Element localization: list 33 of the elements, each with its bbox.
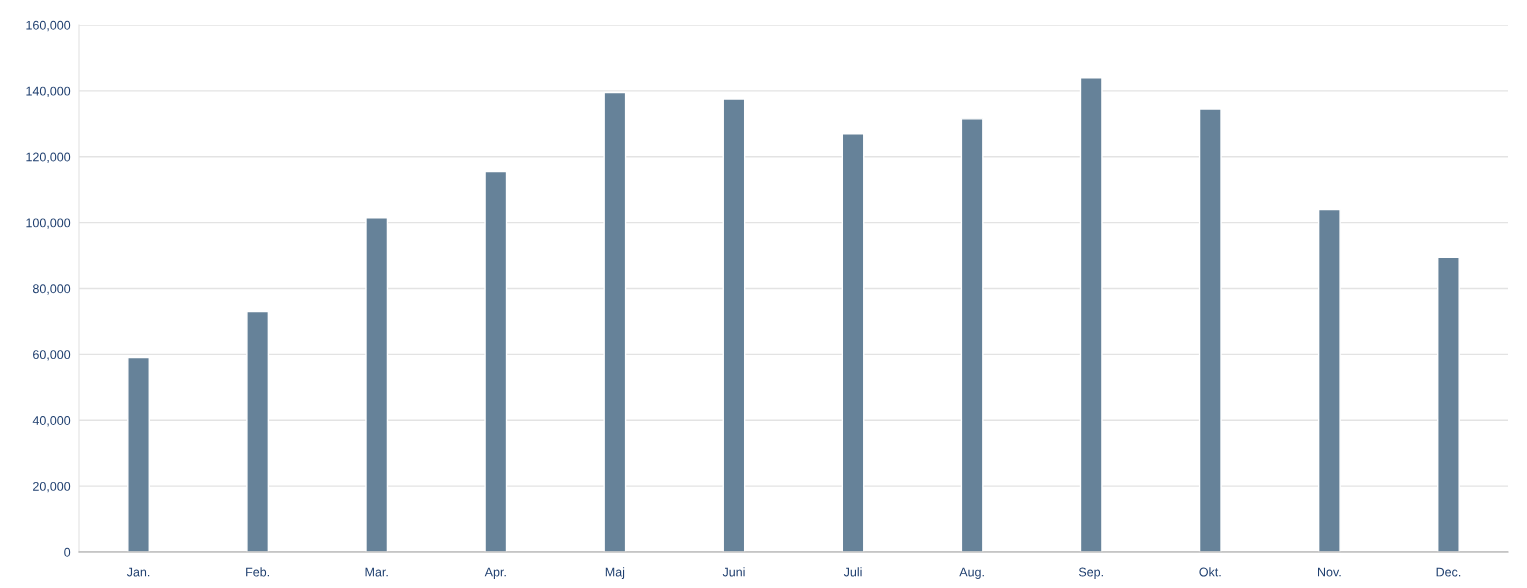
y-tick-label: 160,000 — [26, 20, 71, 32]
bar — [127, 356, 150, 552]
bar — [1437, 256, 1460, 552]
bar — [1079, 77, 1103, 552]
x-tick-label: Sep. — [1078, 567, 1103, 579]
y-tick-label: 60,000 — [33, 350, 71, 361]
x-tick-label: Juli — [843, 567, 862, 577]
y-tick-label: 100,000 — [26, 218, 71, 229]
y-tick-label: 40,000 — [32, 416, 71, 427]
bar — [484, 170, 508, 552]
y-tick-label: 140,000 — [26, 86, 71, 97]
x-tick-label: Apr. — [484, 567, 506, 579]
x-tick-label: Mar. — [365, 567, 388, 577]
x-tick-label: Maj — [605, 567, 625, 579]
bar — [1317, 208, 1341, 552]
x-tick-label: Dec. — [1436, 567, 1461, 577]
bar — [365, 216, 389, 552]
y-tick-label: 0 — [64, 547, 71, 557]
x-tick-label: Nov. — [1318, 567, 1341, 577]
bar — [246, 310, 270, 552]
bar — [841, 132, 865, 552]
x-tick-label: Aug. — [959, 567, 984, 579]
bar — [960, 118, 984, 552]
bar — [1198, 108, 1222, 552]
x-tick-label: Juni — [722, 567, 745, 577]
y-tick-label: 120,000 — [26, 152, 71, 163]
x-tick-label: Jan. — [126, 567, 150, 577]
x-tick-label: Okt. — [1199, 567, 1221, 577]
x-tick-label: Feb. — [246, 567, 269, 577]
bar — [722, 98, 746, 552]
bar — [603, 91, 627, 552]
y-tick-label: 20,000 — [33, 481, 71, 493]
y-tick-label: 80,000 — [32, 284, 71, 295]
